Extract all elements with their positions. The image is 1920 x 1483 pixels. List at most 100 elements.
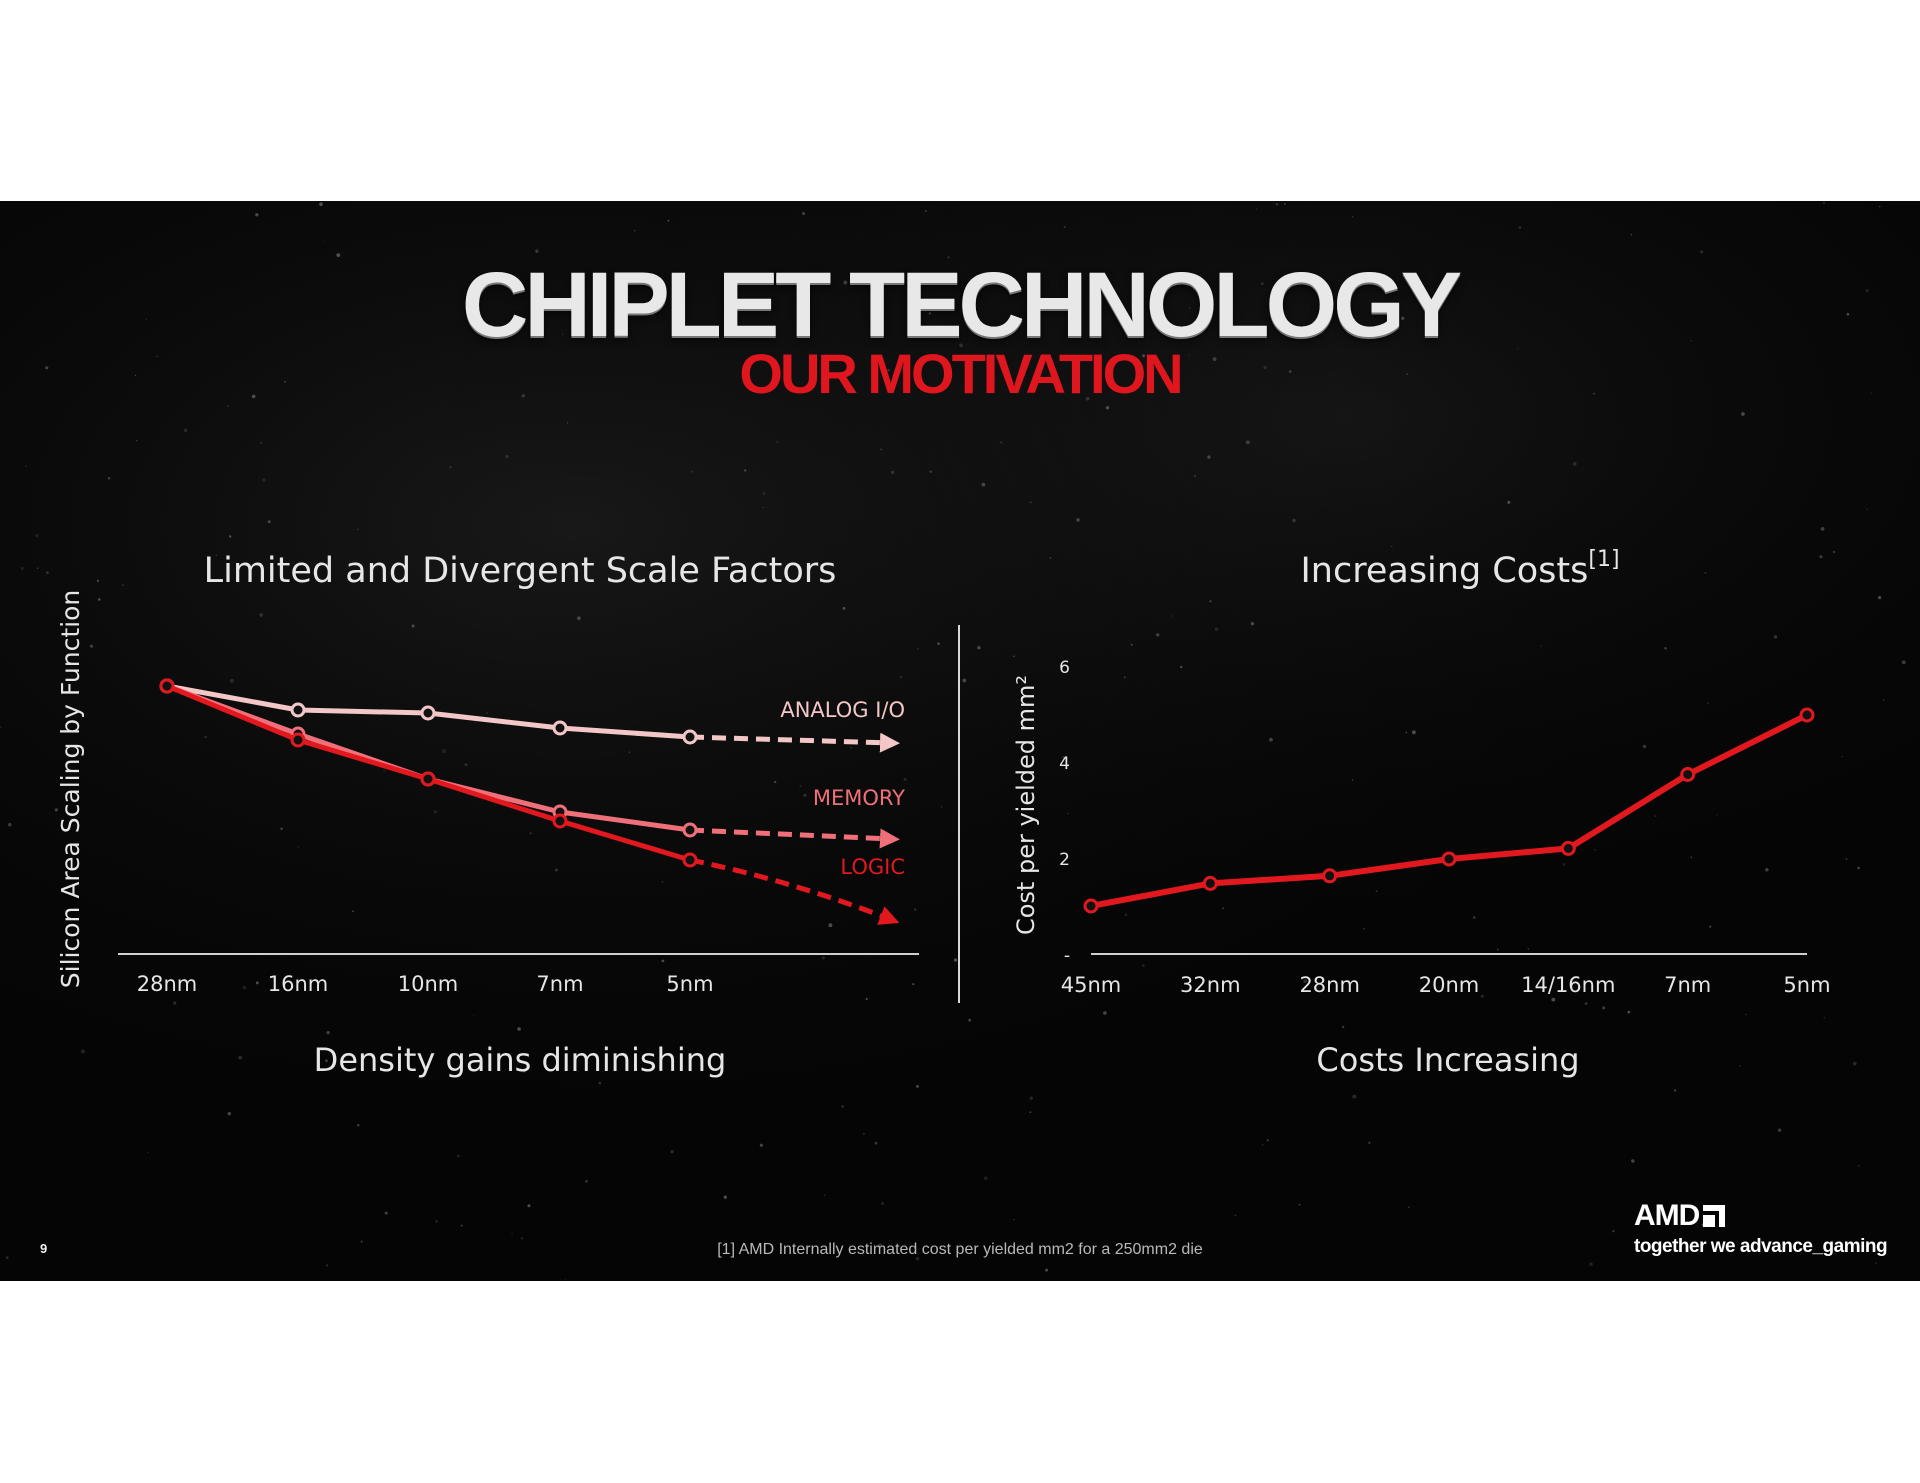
texture-speck	[1406, 373, 1408, 375]
texture-speck	[1029, 501, 1032, 504]
texture-speck	[1878, 205, 1881, 208]
data-point-memory	[682, 822, 698, 838]
cost-data-point	[1560, 840, 1576, 856]
slide-title: CHIPLET TECHNOLOGY	[461, 254, 1462, 356]
texture-speck	[54, 808, 58, 812]
texture-speck	[284, 380, 287, 383]
texture-speck	[1572, 461, 1577, 466]
texture-speck	[823, 1194, 826, 1197]
texture-speck	[356, 1123, 360, 1127]
texture-speck	[134, 374, 137, 377]
texture-speck	[529, 832, 532, 834]
texture-speck	[1351, 779, 1354, 781]
texture-speck	[215, 554, 218, 557]
right-x-tick-label: 45nm	[1061, 973, 1122, 997]
texture-speck	[1744, 1013, 1747, 1016]
right-y-tick-label: 6	[1059, 658, 1070, 678]
series-logic: LOGIC	[159, 678, 905, 925]
texture-speck	[878, 1243, 883, 1248]
data-point-logic	[682, 852, 698, 868]
texture-speck	[1480, 994, 1484, 998]
texture-speck	[842, 607, 846, 610]
footnote-ref: [1]	[1588, 547, 1620, 572]
texture-speck	[1709, 925, 1712, 928]
right-x-tick-label: 28nm	[1299, 973, 1360, 997]
texture-speck	[527, 1204, 531, 1208]
texture-speck	[865, 997, 868, 1001]
data-point-analog	[290, 702, 306, 718]
texture-speck	[1883, 699, 1885, 701]
texture-speck	[690, 470, 693, 473]
texture-speck	[242, 986, 247, 990]
texture-speck	[577, 616, 581, 621]
texture-speck	[759, 1143, 764, 1147]
left-x-tick-label: 16nm	[268, 972, 329, 996]
texture-speck	[899, 675, 903, 679]
texture-speck	[45, 366, 49, 370]
texture-speck	[1045, 1268, 1049, 1272]
texture-speck	[674, 578, 677, 580]
texture-speck	[1123, 676, 1126, 679]
texture-speck	[1857, 1164, 1860, 1167]
texture-speck	[204, 735, 207, 739]
texture-speck	[98, 598, 101, 601]
texture-speck	[667, 219, 670, 222]
texture-speck	[803, 793, 807, 797]
texture-speck	[843, 280, 848, 285]
texture-speck	[1612, 1230, 1615, 1233]
texture-speck	[1715, 814, 1718, 816]
texture-speck	[135, 439, 138, 442]
texture-speck	[1584, 1002, 1588, 1005]
texture-speck	[1845, 857, 1848, 860]
texture-speck	[1690, 339, 1693, 342]
texture-speck	[962, 678, 967, 683]
texture-speck	[1013, 1218, 1015, 1221]
texture-speck	[36, 567, 39, 569]
texture-speck	[1832, 550, 1836, 554]
texture-speck	[1298, 1203, 1301, 1206]
data-point-logic	[159, 678, 175, 694]
texture-speck	[1562, 863, 1566, 866]
cost-data-point	[1799, 707, 1815, 723]
texture-speck	[881, 1201, 885, 1206]
texture-speck	[96, 579, 99, 582]
texture-speck	[981, 482, 986, 487]
left-x-tick-label: 5nm	[666, 972, 713, 996]
texture-speck	[959, 343, 963, 348]
right-heading-text: Increasing Costs	[1300, 551, 1589, 591]
texture-speck	[252, 394, 256, 399]
texture-speck	[1627, 1010, 1631, 1014]
texture-speck	[850, 747, 852, 749]
texture-speck	[1188, 307, 1191, 310]
texture-speck	[1551, 997, 1556, 1002]
texture-speck	[1405, 731, 1408, 734]
texture-speck	[173, 1001, 177, 1005]
texture-speck	[928, 312, 932, 315]
right-x-tick-label: 32nm	[1180, 973, 1241, 997]
right-chart-caption: Costs Increasing	[1316, 1041, 1580, 1079]
texture-speck	[1351, 216, 1354, 218]
texture-speck	[384, 1211, 388, 1215]
right-x-tick-label: 20nm	[1419, 973, 1480, 997]
texture-speck	[1527, 948, 1530, 950]
texture-speck	[1341, 1025, 1345, 1029]
texture-speck	[1391, 545, 1393, 548]
texture-speck	[0, 725, 2, 729]
cost-data-point	[1202, 875, 1218, 891]
texture-speck	[517, 1027, 521, 1031]
texture-speck	[802, 212, 806, 215]
texture-speck	[1700, 250, 1704, 254]
panel-divider	[958, 625, 960, 1003]
texture-speck	[456, 1154, 460, 1158]
texture-speck	[661, 881, 664, 883]
data-point-analog	[552, 720, 568, 736]
texture-speck	[634, 230, 636, 232]
texture-speck	[441, 749, 446, 754]
texture-speck	[1124, 913, 1128, 917]
texture-speck	[937, 642, 940, 646]
texture-speck	[1141, 964, 1145, 968]
cost-data-point	[1441, 851, 1457, 867]
texture-speck	[267, 520, 271, 524]
texture-speck	[1875, 1262, 1877, 1265]
texture-speck	[828, 923, 833, 928]
